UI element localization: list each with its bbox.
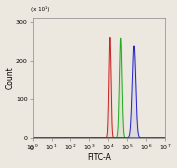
X-axis label: FITC-A: FITC-A [87,153,111,162]
Text: (x 10¹): (x 10¹) [31,6,50,12]
Text: 0: 0 [29,146,33,151]
Y-axis label: Count: Count [5,67,15,89]
